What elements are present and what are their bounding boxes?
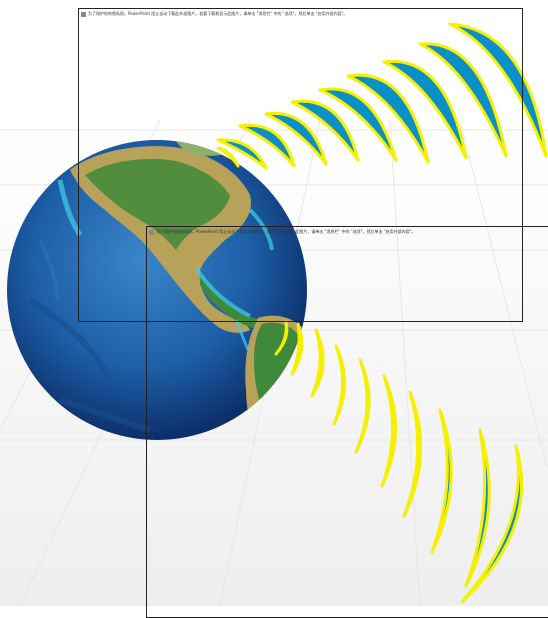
lower-wave-arc-8 (430, 408, 453, 554)
lower-wave-arc-9 (464, 428, 491, 588)
upper-wave-arc-4 (264, 111, 328, 166)
blocked-image-caption-2: 为了保护你的隐私权，PowerPoint 阻止自动下载此外部图片。若要下载和显示… (149, 229, 545, 235)
blocked-image-frame-1[interactable]: 为了保护你的隐私权，PowerPoint 阻止自动下载此外部图片。若要下载和显示… (78, 8, 523, 322)
upper-wave-arc-6 (318, 87, 398, 162)
lower-wave-arc-10 (460, 444, 524, 604)
broken-image-icon (149, 229, 154, 235)
upper-wave-arc-9 (418, 42, 508, 158)
upper-wave-arc-2 (216, 138, 268, 170)
lower-wave-arc-2 (290, 322, 304, 376)
lower-wave-arc-7 (402, 390, 423, 518)
lower-wave-arc-4 (332, 344, 346, 426)
upper-wave-arc-10 (448, 22, 548, 158)
upper-signal-wave-arcs (216, 22, 548, 170)
broken-image-icon (81, 11, 86, 17)
upper-wave-arc-3 (238, 123, 296, 168)
upper-wave-arc-7 (346, 73, 430, 164)
lower-wave-arc-6 (380, 374, 397, 488)
lower-wave-arc-5 (354, 358, 371, 454)
lower-wave-arc-1 (274, 320, 289, 356)
blocked-image-caption-1: 为了保护你的隐私权，PowerPoint 阻止自动下载此外部图片。若要下载和显示… (81, 11, 519, 17)
lower-signal-wave-arcs (274, 320, 524, 604)
upper-wave-arc-8 (382, 59, 468, 160)
lower-wave-arc-3 (310, 328, 325, 398)
earth-globe-image (7, 140, 307, 440)
blocked-image-frame-2[interactable]: 为了保护你的隐私权，PowerPoint 阻止自动下载此外部图片。若要下载和显示… (146, 226, 548, 618)
upper-wave-arc-5 (290, 99, 360, 162)
upper-wave-arc-1 (216, 146, 240, 168)
